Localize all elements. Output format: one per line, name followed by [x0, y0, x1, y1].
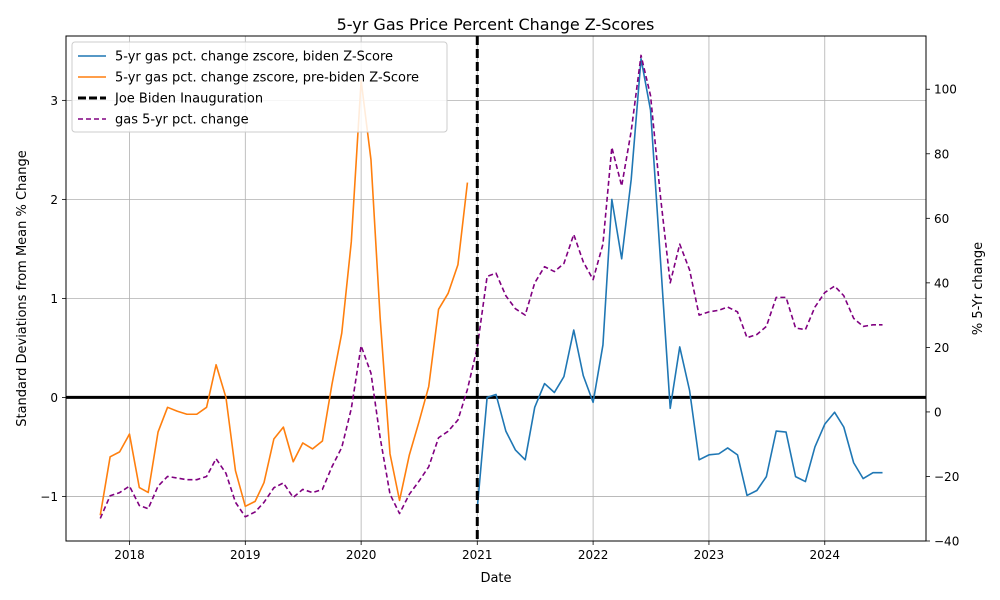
legend: 5-yr gas pct. change zscore, biden Z-Sco… — [71, 41, 448, 133]
x-tick-label: 2019 — [230, 548, 261, 562]
legend-box — [71, 41, 448, 133]
x-tick-label: 2024 — [809, 548, 840, 562]
y2-tick-label: 80 — [934, 147, 949, 161]
y2-tick-label: 0 — [934, 405, 942, 419]
y-tick-label: 0 — [50, 391, 58, 405]
series-line-biden-zscore — [476, 57, 883, 509]
chart-title: 5-yr Gas Price Percent Change Z-Scores — [337, 15, 655, 34]
x-axis-label: Date — [480, 571, 511, 586]
x-tick-label: 2023 — [694, 548, 725, 562]
y-axis-ticks: −1 0 1 2 3 — [40, 94, 66, 504]
x-tick-label: 2018 — [114, 548, 145, 562]
x-tick-label: 2021 — [462, 548, 493, 562]
x-tick-label: 2020 — [346, 548, 377, 562]
legend-label-inauguration: Joe Biden Inauguration — [114, 92, 263, 107]
y2-tick-label: 40 — [934, 276, 949, 290]
y-tick-label: 2 — [50, 193, 58, 207]
y2-axis-label: % 5-Yr change — [971, 242, 986, 335]
legend-label-gas-pct: gas 5-yr pct. change — [115, 113, 249, 128]
legend-label-pre-biden: 5-yr gas pct. change zscore, pre-biden Z… — [115, 71, 419, 86]
y-tick-label: 1 — [50, 292, 58, 306]
y2-tick-label: −20 — [934, 470, 959, 484]
y2-axis-ticks: −40 −20 0 20 40 60 80 100 — [926, 83, 959, 549]
y-tick-label: 3 — [50, 94, 58, 108]
series-line-pre-biden-zscore — [99, 79, 469, 516]
legend-label-biden: 5-yr gas pct. change zscore, biden Z-Sco… — [115, 50, 393, 65]
y-axis-label: Standard Deviations from Mean % Change — [15, 150, 30, 427]
plot-frame — [65, 35, 927, 542]
x-tick-label: 2022 — [578, 548, 609, 562]
y2-tick-label: −40 — [934, 535, 959, 549]
y2-tick-label: 100 — [934, 83, 957, 97]
series-line-gas-5yr-pct — [99, 54, 883, 519]
y2-tick-label: 20 — [934, 341, 949, 355]
plot-lines — [66, 36, 926, 541]
y-tick-label: −1 — [40, 490, 58, 504]
x-axis-ticks: 2018 2019 2020 2021 2022 2023 2024 — [114, 541, 840, 562]
y2-tick-label: 60 — [934, 212, 949, 226]
